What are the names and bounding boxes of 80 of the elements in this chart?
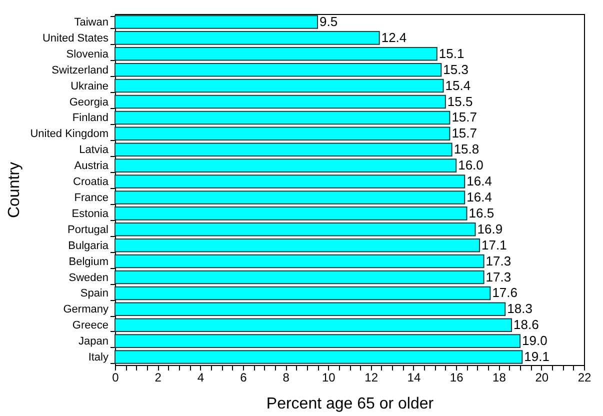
bar (114, 318, 512, 332)
data-label: 16.4 (466, 189, 492, 204)
data-label: 17.3 (486, 253, 512, 268)
bar (114, 222, 476, 236)
data-label: 15.8 (454, 142, 480, 157)
data-label: 15.7 (452, 126, 478, 141)
bar (114, 270, 484, 284)
data-label: 15.3 (443, 62, 468, 77)
y-tick-label: Spain (80, 288, 108, 300)
x-tick-label: 2 (154, 370, 162, 384)
data-label: 15.1 (438, 46, 464, 61)
bar (114, 334, 521, 348)
bar (114, 110, 450, 125)
bar (114, 238, 480, 252)
y-tick-label: Slovenia (66, 48, 110, 60)
y-tick-label: Latvia (79, 144, 110, 156)
y-tick-label: Georgia (69, 96, 110, 108)
data-label: 16.5 (468, 205, 494, 220)
data-label: 19.1 (524, 349, 550, 364)
bar (114, 126, 450, 141)
data-label: 17.6 (492, 285, 518, 300)
data-label: 12.4 (381, 30, 407, 45)
data-label: 15.7 (452, 110, 478, 125)
bar (114, 31, 380, 45)
bar (114, 15, 318, 29)
y-tick-label: United Kingdom (30, 128, 108, 140)
data-label: 18.6 (514, 317, 539, 332)
x-tick-label: 20 (535, 370, 549, 384)
y-tick-label: United States (42, 32, 109, 44)
data-label: 16.4 (466, 174, 492, 189)
y-tick-label: Portugal (68, 224, 108, 236)
y-tick-label: Austria (74, 160, 110, 172)
bar (114, 254, 484, 268)
bar (114, 62, 442, 77)
y-tick-label: Japan (78, 336, 108, 348)
y-tick-label: Croatia (73, 176, 110, 188)
y-tick-label: Sweden (68, 272, 108, 284)
x-tick-label: 8 (282, 370, 290, 384)
x-tick-label: 0 (112, 370, 120, 384)
x-axis-title: Percent age 65 or older (266, 396, 434, 412)
data-label: 15.5 (447, 94, 473, 109)
bar (114, 350, 523, 364)
x-tick-label: 22 (578, 370, 592, 384)
data-label: 9.5 (320, 14, 338, 29)
bar (114, 78, 444, 93)
data-label: 18.3 (507, 301, 532, 316)
y-tick-label: Bulgaria (68, 240, 110, 252)
y-tick-label: France (74, 192, 108, 204)
y-tick-label: Switzerland (52, 64, 108, 76)
data-label: 19.0 (522, 333, 548, 348)
y-tick-label: Belgium (68, 256, 108, 268)
data-label: 17.3 (486, 269, 512, 284)
y-tick-label: Greece (72, 320, 108, 332)
y-tick-label: Taiwan (74, 16, 108, 28)
bar (114, 94, 446, 109)
x-tick-label: 18 (492, 370, 506, 384)
x-tick-label: 16 (450, 370, 464, 384)
x-tick-label: 10 (322, 370, 336, 384)
x-tick-label: 6 (240, 370, 248, 384)
bar (114, 286, 491, 300)
bar (114, 206, 468, 220)
y-tick-label: Estonia (72, 208, 110, 220)
x-tick-label: 4 (197, 370, 204, 384)
y-axis-title: Country (6, 162, 24, 218)
data-label: 16.9 (477, 221, 503, 236)
bar (114, 190, 466, 204)
bar (114, 142, 452, 156)
data-label: 16.0 (458, 158, 484, 173)
bar (114, 302, 506, 316)
bar (114, 47, 438, 61)
bar (114, 174, 466, 188)
y-tick-label: Finland (72, 112, 108, 124)
y-tick-label: Italy (88, 352, 109, 364)
bar (114, 158, 457, 172)
x-tick-label: 14 (407, 370, 421, 384)
y-tick-label: Ukraine (70, 80, 108, 92)
y-tick-label: Germany (63, 304, 109, 316)
x-tick-label: 12 (364, 370, 378, 384)
data-label: 15.4 (445, 78, 471, 93)
data-label: 17.1 (482, 237, 507, 252)
